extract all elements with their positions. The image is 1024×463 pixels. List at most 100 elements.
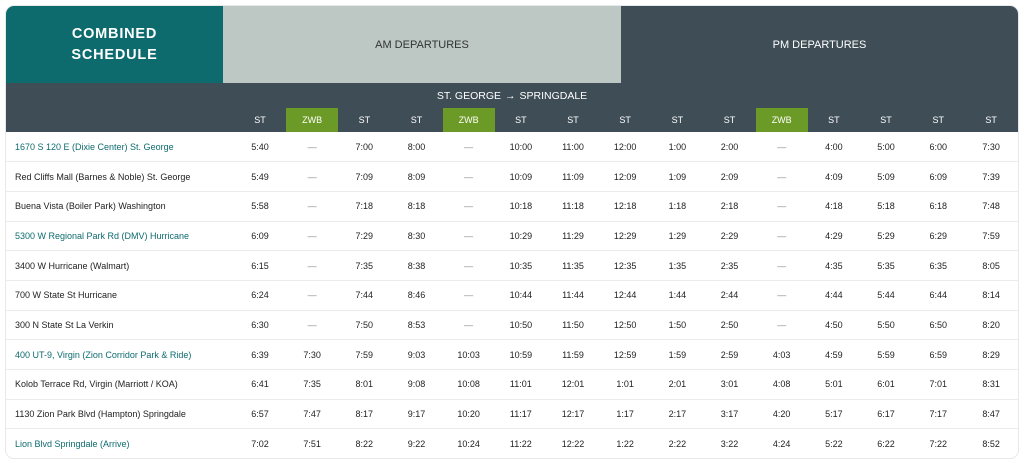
departure-time: 6:00	[929, 141, 947, 152]
stop-name: Kolob Terrace Rd, Virgin (Marriott / KOA…	[15, 379, 178, 390]
departure-time: 7:59	[355, 349, 374, 360]
departure-time: 12:17	[561, 409, 585, 420]
table-row: Red Cliffs Mall (Barnes & Noble) St. Geo…	[6, 162, 1018, 192]
departure-time: 2:17	[668, 409, 687, 420]
departure-time: 5:49	[251, 171, 269, 182]
departure-time: —	[307, 319, 317, 330]
departure-time: 10:03	[457, 349, 480, 360]
column-header-st: ST	[671, 115, 684, 125]
tab-am-label: AM DEPARTURES	[375, 38, 469, 51]
stop-name[interactable]: 1670 S 120 E (Dixie Center) St. George	[15, 141, 174, 152]
departure-time: 8:14	[982, 290, 1000, 301]
departure-time: —	[777, 201, 787, 212]
departure-time: 4:18	[825, 201, 843, 212]
departure-time: 8:47	[982, 409, 1000, 420]
departure-time: 6:50	[929, 319, 947, 330]
departure-time: 7:30	[303, 349, 321, 360]
departure-time: —	[464, 171, 474, 182]
departure-time: 10:00	[509, 141, 533, 152]
route-direction-bar: ST. GEORGE → SPRINGDALE	[6, 83, 1018, 108]
departure-time: 6:18	[929, 201, 947, 212]
departure-time: 7:17	[929, 409, 947, 420]
stop-name: 300 N State St La Verkin	[15, 319, 114, 330]
departure-time: 5:44	[877, 290, 895, 301]
departure-time: 4:20	[772, 409, 791, 420]
departure-time: 7:01	[929, 379, 947, 390]
departure-time: 9:22	[407, 438, 426, 449]
departure-time: 1:18	[668, 201, 687, 212]
stop-name[interactable]: 400 UT-9, Virgin (Zion Corridor Park & R…	[15, 349, 192, 360]
table-row: 700 W State St Hurricane 6:24 — 7:44 8:46 — 10…	[6, 280, 1018, 311]
departure-time: —	[777, 230, 787, 241]
departure-time: 6:35	[929, 260, 947, 271]
departure-time: 5:59	[877, 349, 895, 360]
table-row: 1130 Zion Park Blvd (Hampton) Springdale…	[6, 399, 1018, 429]
departure-time: 8:18	[407, 201, 426, 212]
column-header-st: ST	[880, 115, 892, 125]
departure-time: 10:20	[457, 409, 480, 420]
departure-time: —	[464, 319, 474, 330]
stop-name[interactable]: Lion Blvd Springdale (Arrive)	[15, 438, 130, 449]
schedule-table: ST ZWB ST ST ZWB ST ST ST ST ST ZWB ST ST ST ST 1670 S…	[6, 108, 1018, 458]
departure-time: 10:09	[509, 171, 533, 182]
departure-time: 2:29	[720, 230, 739, 241]
departure-time: 6:57	[251, 409, 269, 420]
tab-am-departures[interactable]: AM DEPARTURES	[223, 6, 621, 83]
departure-time: 6:17	[877, 409, 895, 420]
departure-time: 4:09	[825, 171, 843, 182]
departure-time: 7:35	[303, 379, 321, 390]
column-header-st: ST	[567, 115, 579, 125]
departure-time: 6:15	[251, 260, 269, 271]
departure-time: 4:08	[772, 379, 791, 390]
departure-time: 11:18	[562, 201, 584, 212]
departure-time: 6:01	[877, 379, 895, 390]
departure-time: 5:22	[825, 438, 843, 449]
table-row: 3400 W Hurricane (Walmart) 6:15 — 7:35 8:38 —…	[6, 251, 1018, 281]
departure-time: 2:50	[720, 319, 739, 330]
departure-time: 11:09	[562, 171, 584, 182]
departure-time: —	[307, 260, 317, 271]
departure-time: 4:03	[772, 349, 791, 360]
departure-time: 5:00	[877, 141, 895, 152]
departure-time: 1:09	[668, 171, 687, 182]
departure-time: 2:35	[720, 260, 739, 271]
departure-time: 12:18	[613, 201, 637, 212]
tab-pm-departures[interactable]: PM DEPARTURES	[621, 6, 1018, 83]
departure-time: 10:24	[457, 438, 480, 449]
departure-time: 8:29	[982, 349, 1000, 360]
stop-name: Buena Vista (Boiler Park) Washington	[15, 201, 166, 212]
departure-time: 6:24	[251, 290, 269, 301]
departure-time: 5:18	[877, 201, 895, 212]
table-row: Kolob Terrace Rd, Virgin (Marriott / KOA…	[6, 370, 1018, 400]
column-header-zwb: ZWB	[442, 108, 495, 132]
departure-time: 5:01	[825, 379, 843, 390]
tab-combined-schedule[interactable]: COMBINED SCHEDULE	[6, 6, 223, 83]
tab-combined-label-2: SCHEDULE	[71, 46, 158, 63]
departure-time: 6:59	[929, 349, 947, 360]
stop-name[interactable]: 5300 W Regional Park Rd (DMV) Hurricane	[15, 230, 190, 241]
departure-time: 2:59	[720, 349, 739, 360]
departure-time: 1:01	[616, 379, 634, 390]
departure-time: 1:00	[668, 141, 687, 152]
departure-time: 6:41	[251, 379, 269, 390]
departure-time: —	[464, 141, 474, 152]
departure-time: —	[464, 290, 474, 301]
tab-combined-label-1: COMBINED	[71, 25, 158, 42]
schedule-tabs: COMBINED SCHEDULE AM DEPARTURES PM DEPAR…	[6, 6, 1018, 83]
departure-time: 6:09	[929, 171, 947, 182]
departure-time: 2:18	[720, 201, 739, 212]
departure-time: —	[777, 319, 787, 330]
departure-time: 9:03	[407, 349, 426, 360]
departure-time: 1:29	[668, 230, 687, 241]
departure-time: 2:44	[720, 290, 739, 301]
departure-time: 8:00	[407, 141, 426, 152]
column-header-zwb: ZWB	[286, 108, 339, 132]
schedule-card: COMBINED SCHEDULE AM DEPARTURES PM DEPAR…	[6, 6, 1018, 458]
departure-time: 11:59	[562, 349, 584, 360]
column-header-st: ST	[932, 115, 944, 125]
departure-time: 5:58	[251, 201, 269, 212]
departure-time: 11:50	[562, 319, 584, 330]
departure-time: 8:05	[982, 260, 1000, 271]
departure-time: 4:59	[825, 349, 843, 360]
departure-time: —	[307, 141, 317, 152]
